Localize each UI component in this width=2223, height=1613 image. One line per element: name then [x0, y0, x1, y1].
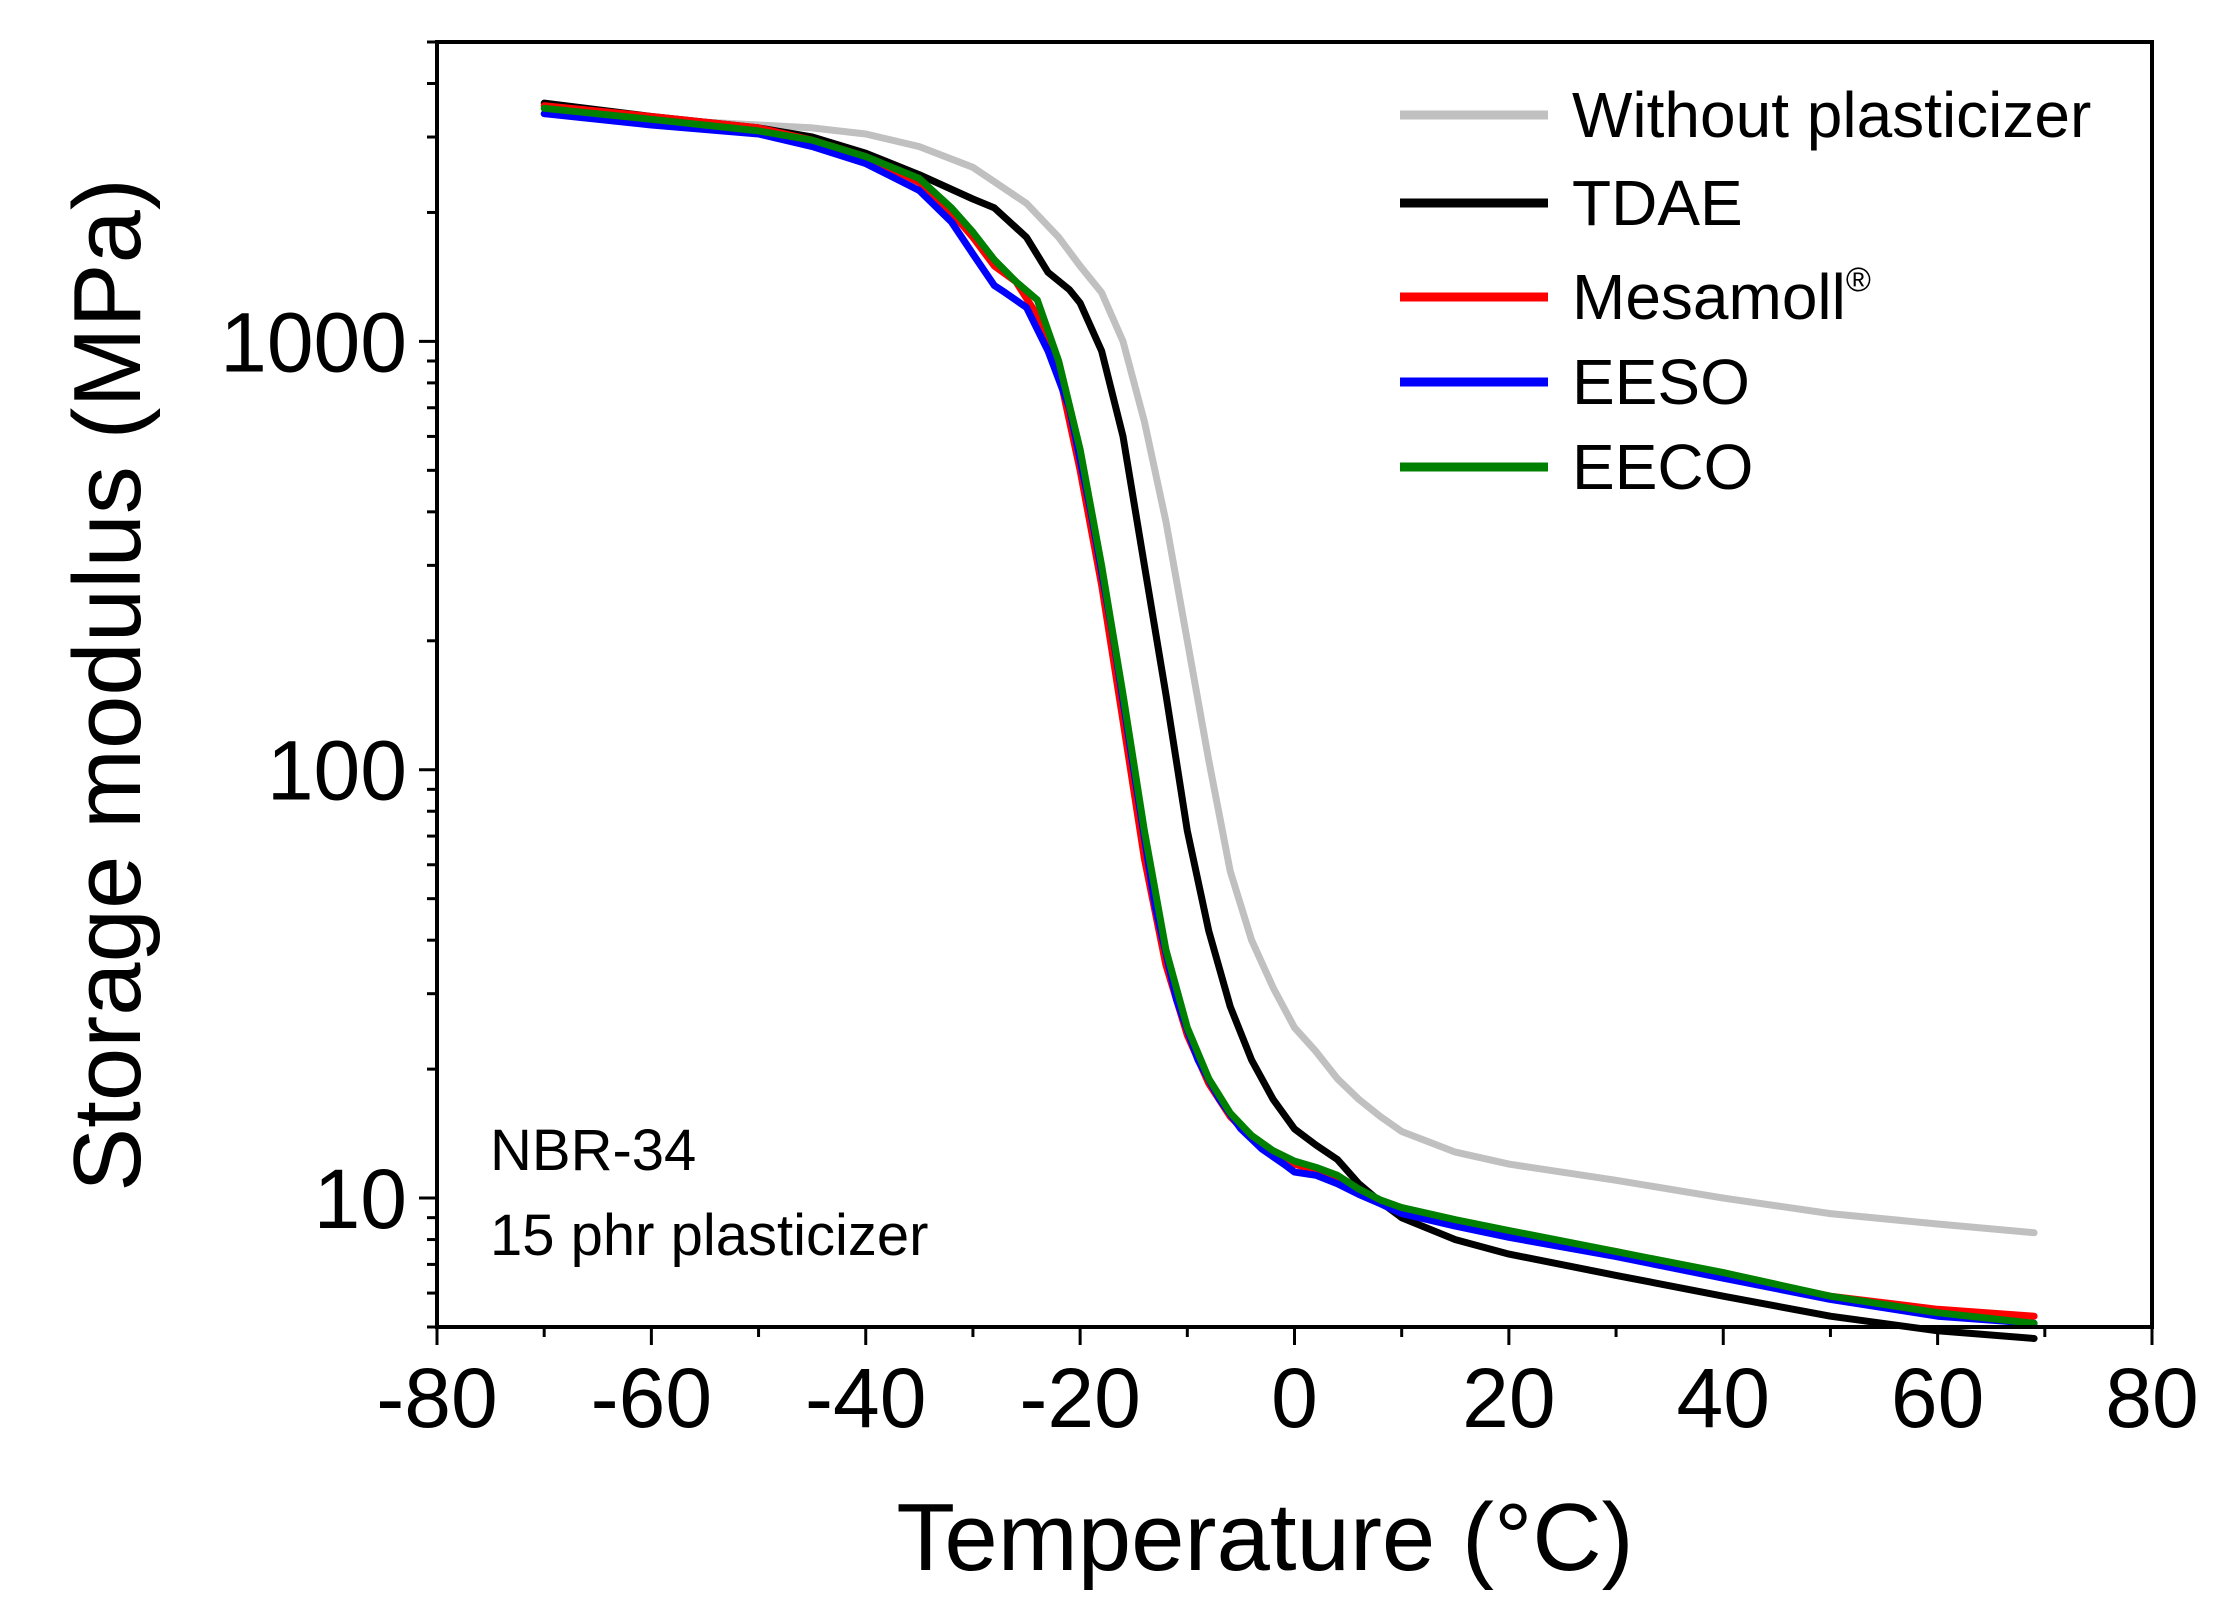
legend-label-tdae: TDAE	[1572, 167, 1743, 239]
legend-label-eeso: EESO	[1572, 346, 1750, 418]
y-tick-label: 10	[314, 1152, 407, 1246]
annotation-sample: NBR-34	[490, 1118, 696, 1183]
y-axis-title: Storage modulus (MPa)	[54, 178, 161, 1192]
axes-layer: -80 -60 -40 -20 0 20 40 60 80 10 100 1000	[220, 40, 2199, 1445]
x-tick-label: 60	[1891, 1351, 1984, 1445]
legend-label-eeco: EECO	[1572, 431, 1753, 503]
x-tick-label: 20	[1462, 1351, 1555, 1445]
series-line-without-plasticizer	[540, 110, 2038, 1237]
legend: Without plasticizer TDAE Mesamoll® EESO EECO	[1400, 79, 2091, 503]
series-line-eeco	[540, 104, 2038, 1327]
legend-label-superscript: ®	[1846, 261, 1871, 299]
x-tick-label: -80	[376, 1351, 497, 1445]
legend-label-without-plasticizer: Without plasticizer	[1572, 79, 2091, 151]
y-tick-label: 100	[267, 724, 407, 818]
legend-label-mesamoll: Mesamoll®	[1572, 261, 1871, 333]
x-tick-label: -60	[591, 1351, 712, 1445]
x-tick-label: -40	[805, 1351, 926, 1445]
x-tick-label: 40	[1677, 1351, 1770, 1445]
series-layer	[540, 99, 2038, 1342]
x-tick-label: -20	[1019, 1351, 1140, 1445]
x-tick-label: 80	[2105, 1351, 2198, 1445]
annotation-plasticizer: 15 phr plasticizer	[490, 1203, 928, 1268]
x-tick-label: 0	[1271, 1351, 1318, 1445]
x-axis-title: Temperature (°C)	[896, 1484, 1633, 1591]
y-tick-label: 1000	[220, 295, 407, 389]
series-line-tdae	[540, 99, 2038, 1342]
